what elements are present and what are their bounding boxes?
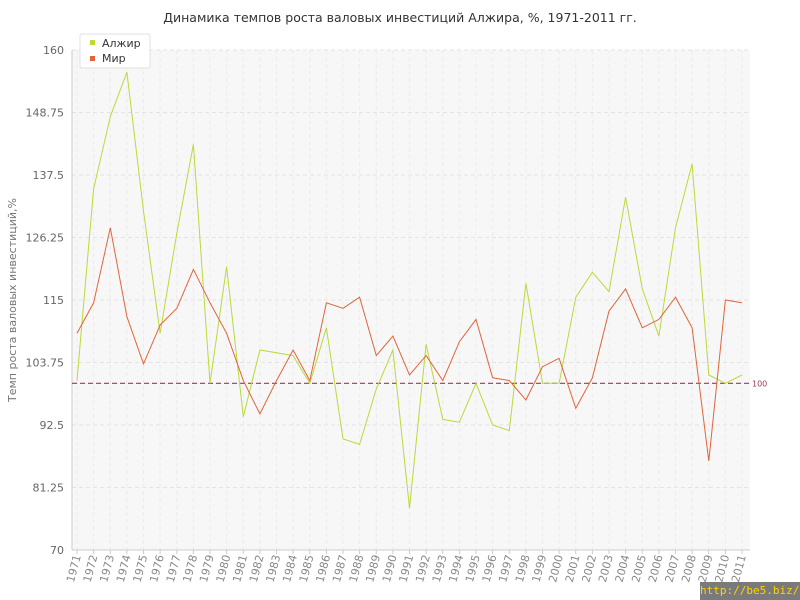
y-tick-labels: 70 81.25 92.5 103.75 115 126.25 137.5 148.75 160 <box>26 44 65 557</box>
y-tick-label: 103.75 <box>26 357 65 370</box>
y-tick-label: 137.5 <box>33 169 65 182</box>
series-line-mir <box>76 227 743 462</box>
series-line-alzhir <box>76 72 743 509</box>
y-tick-label: 81.25 <box>33 482 65 495</box>
x-tick-labels: 1971197219731974197519761977197819791980… <box>64 553 749 583</box>
legend-label-alzhir: Алжир <box>102 37 141 50</box>
y-tick-label: 115 <box>43 294 64 307</box>
watermark: http://be5.biz/ <box>700 582 800 600</box>
y-tick-label: 92.5 <box>40 419 65 432</box>
reference-line-100: 100 <box>72 379 767 388</box>
series-lines <box>76 72 743 509</box>
y-tick-label: 160 <box>43 44 64 57</box>
y-tick-label: 126.25 <box>26 232 65 245</box>
grid <box>72 49 750 554</box>
y-tick-label: 70 <box>50 544 64 557</box>
legend-swatch-alzhir <box>90 40 95 45</box>
chart-title: Динамика темпов роста валовых инвестиций… <box>163 10 637 25</box>
x-tick-label: 2011 <box>729 553 749 583</box>
legend-swatch-mir <box>90 56 95 61</box>
legend: Алжир Мир <box>79 33 151 69</box>
reference-line-label: 100 <box>752 379 767 388</box>
legend-box <box>79 33 151 69</box>
y-tick-label: 148.75 <box>26 107 65 120</box>
legend-label-mir: Мир <box>102 52 126 65</box>
y-axis-title: Темп роста валовых инвестиций,% <box>6 198 19 403</box>
